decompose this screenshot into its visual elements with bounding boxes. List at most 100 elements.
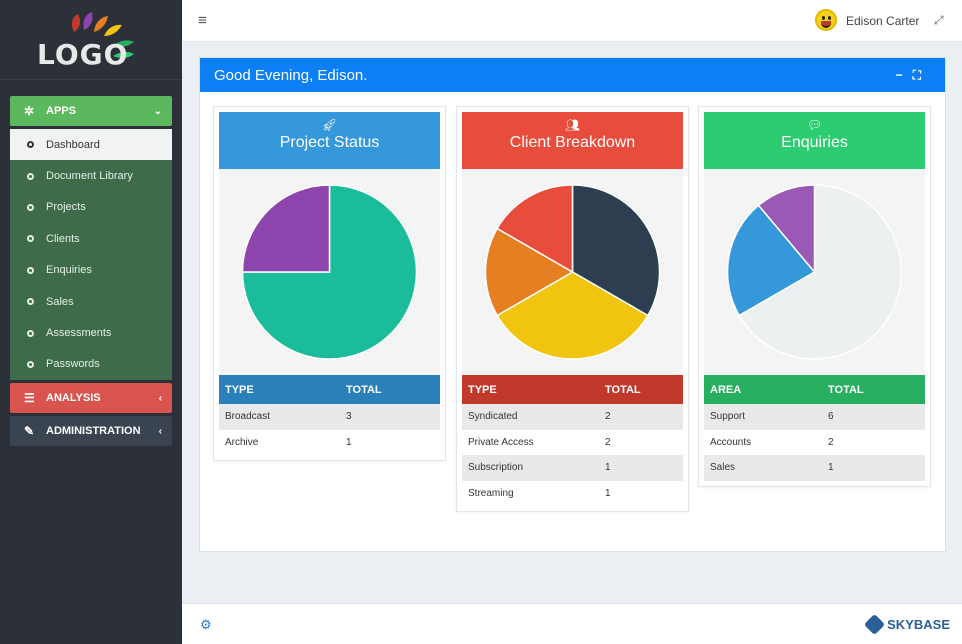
expand-icon[interactable]: ⛶ <box>912 67 931 82</box>
circle-icon <box>27 360 34 368</box>
project-status-card: 🚀︎ Project Status TYPE TOTAL Broadcast 3 A… <box>213 106 446 461</box>
settings-gear-icon[interactable]: ⚙ <box>200 617 212 632</box>
chevron-left-icon: ‹ <box>158 392 162 404</box>
panel-tools: −⛶ <box>896 68 931 83</box>
apps-submenu: Dashboard Document Library Projects Clie… <box>10 129 172 381</box>
project-status-chart <box>219 169 440 375</box>
card-title: Enquiries <box>781 134 848 151</box>
sidebar-item-clients[interactable]: Clients <box>10 223 172 254</box>
circle-icon <box>27 172 34 180</box>
card-header: 👥︎ Client Breakdown <box>462 112 683 169</box>
menu-analysis[interactable]: ☰ ANALYSIS ‹ <box>10 383 172 414</box>
sidebar-item-label: Passwords <box>46 358 100 371</box>
dashboard-panel: Good Evening, Edison. −⛶ 🚀︎ Project Stat… <box>199 57 946 552</box>
pie-slice-archive[interactable] <box>241 184 331 273</box>
table-cell: 1 <box>346 436 352 448</box>
table-row: Accounts 2 <box>704 430 925 456</box>
topbar: ≡ Edison Carter ⤢ <box>182 0 962 42</box>
sidebar-item-label: Enquiries <box>46 264 92 277</box>
chevron-down-icon: ⌄ <box>153 105 162 117</box>
sidebar-item-label: Projects <box>46 201 86 214</box>
pie-slice-streaming[interactable] <box>496 184 574 274</box>
table-row: Archive 1 <box>219 430 440 456</box>
pie-chart <box>241 184 418 360</box>
table-row: Streaming 1 <box>462 481 683 507</box>
table-row: Sales 1 <box>704 455 925 481</box>
menu-apps-label: APPS <box>46 105 76 117</box>
circle-icon <box>27 266 34 274</box>
menu-apps[interactable]: ✲ APPS ⌄ <box>10 96 172 126</box>
sidebar-item-label: Assessments <box>46 327 112 340</box>
circle-icon <box>27 298 34 306</box>
sidebar: LOGO ✲ APPS ⌄ Dashboard Document Library… <box>0 0 182 644</box>
pie-slice-support[interactable] <box>738 184 903 360</box>
pie-slice-sales[interactable] <box>757 184 816 275</box>
table-cell: Private Access <box>468 436 534 448</box>
edit-icon: ✎ <box>24 424 35 439</box>
footer: ⚙ SKYBASE <box>182 603 962 644</box>
sidebar-item-sales[interactable]: Sales <box>10 286 172 317</box>
table-cell: 2 <box>599 404 683 430</box>
user-name[interactable]: Edison Carter <box>846 14 920 28</box>
pie-slice-broadcast[interactable] <box>241 184 418 360</box>
avatar[interactable] <box>815 9 837 31</box>
column-header: TOTAL <box>346 383 382 396</box>
list-icon: ☰ <box>24 391 35 406</box>
table-cell: Syndicated <box>462 404 599 430</box>
client-breakdown-chart <box>462 169 683 375</box>
enquiries-table: AREA TOTAL Support 6 Accounts 2 Sales 1 <box>704 375 925 481</box>
fullscreen-icon[interactable]: ⤢ <box>934 13 944 27</box>
sidebar-item-enquiries[interactable]: Enquiries <box>10 255 172 286</box>
rocket-icon: 🚀︎ <box>321 118 338 132</box>
table-row: Syndicated 2 <box>462 404 683 430</box>
logo-text: LOGO <box>37 38 129 71</box>
users-icon: 👥︎ <box>564 118 581 132</box>
logo[interactable]: LOGO <box>0 0 182 80</box>
circle-icon <box>27 329 34 337</box>
table-cell: Broadcast <box>219 404 340 430</box>
sidebar-item-dashboard[interactable]: Dashboard <box>10 129 172 161</box>
sidebar-item-label: Document Library <box>46 170 133 183</box>
sidebar-item-document-library[interactable]: Document Library <box>10 160 172 191</box>
table-cell: 1 <box>599 455 683 481</box>
card-header: 🚀︎ Project Status <box>219 112 440 169</box>
sidebar-item-label: Dashboard <box>46 138 100 151</box>
table-row: Broadcast 3 <box>219 404 440 430</box>
column-header: TOTAL <box>828 383 864 396</box>
client-breakdown-card: 👥︎ Client Breakdown TYPE TOTAL Syndicated… <box>456 106 689 512</box>
table-row: Support 6 <box>704 404 925 430</box>
enquiries-card: 💬︎ Enquiries AREA TOTAL Support 6 Accounts… <box>698 106 931 487</box>
column-header: TOTAL <box>605 383 641 396</box>
logo-leaves-icon <box>71 12 134 59</box>
chevron-left-icon: ‹ <box>158 425 162 437</box>
project-status-table: TYPE TOTAL Broadcast 3 Archive 1 <box>219 375 440 455</box>
gear-icon: ✲ <box>24 104 35 118</box>
pie-slice-private-access[interactable] <box>496 271 649 360</box>
table-cell: Subscription <box>462 455 599 481</box>
table-cell: 3 <box>340 404 440 430</box>
minimize-icon[interactable]: − <box>895 67 913 82</box>
table-cell: 1 <box>605 487 611 499</box>
menu-administration[interactable]: ✎ ADMINISTRATION ‹ <box>10 416 172 447</box>
enquiries-chart <box>704 169 925 375</box>
card-header: 💬︎ Enquiries <box>704 112 925 169</box>
sidebar-item-label: Clients <box>46 232 80 245</box>
sidebar-item-label: Sales <box>46 295 74 308</box>
hamburger-menu-icon[interactable]: ≡ <box>198 12 207 29</box>
sidebar-item-assessments[interactable]: Assessments <box>10 317 172 348</box>
table-row: Private Access 2 <box>462 430 683 456</box>
panel-header: Good Evening, Edison. −⛶ <box>200 58 945 92</box>
table-cell: 6 <box>822 404 925 430</box>
sidebar-item-projects[interactable]: Projects <box>10 192 172 223</box>
pie-slice-accounts[interactable] <box>726 204 816 317</box>
sidebar-item-passwords[interactable]: Passwords <box>10 349 172 380</box>
pie-slice-syndicated[interactable] <box>571 184 661 317</box>
card-title: Project Status <box>279 134 380 151</box>
table-cell: 2 <box>605 436 611 448</box>
comment-icon: 💬︎ <box>806 118 823 132</box>
circle-icon <box>27 203 34 211</box>
pie-slice-subscription[interactable] <box>484 227 574 317</box>
menu-administration-label: ADMINISTRATION <box>46 425 141 438</box>
menu-analysis-label: ANALYSIS <box>46 392 101 405</box>
column-header: AREA <box>710 383 742 396</box>
